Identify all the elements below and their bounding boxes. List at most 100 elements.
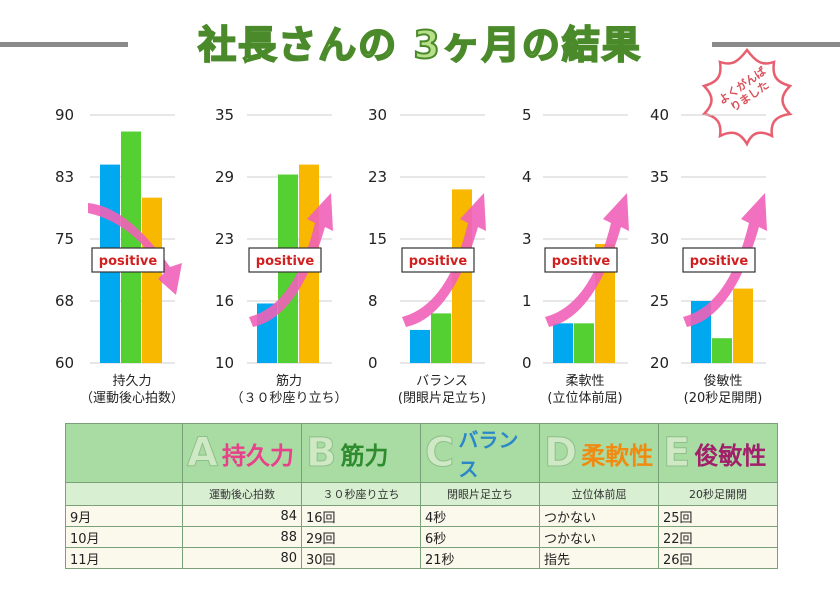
positive-badge xyxy=(91,247,165,273)
tick-label: 4 xyxy=(522,168,532,186)
value-cell: つかない xyxy=(539,526,659,548)
chart-subtitle: (20秒足開閉) xyxy=(684,391,763,406)
value-cell: 30回 xyxy=(301,547,421,569)
tick-label: 30 xyxy=(650,230,669,248)
tick-label: 40 xyxy=(650,106,669,124)
header-letter: E xyxy=(662,430,691,477)
tick-label: 23 xyxy=(368,168,387,186)
header-letter: A xyxy=(187,430,219,477)
tick-label: 90 xyxy=(55,106,74,124)
chart-4: 5 4 3 1 0 positive 柔軟性(立位体前屈) xyxy=(522,106,629,406)
tick-label: 25 xyxy=(650,292,669,310)
table-row: 11月 80 30回 21秒 指先 26回 xyxy=(65,547,778,569)
header-letter: C xyxy=(424,430,455,477)
tick-label: 0 xyxy=(522,354,532,372)
bar xyxy=(410,329,430,363)
bar xyxy=(142,197,162,363)
chart-title: 俊敏性 xyxy=(703,374,742,389)
tick-label: 3 xyxy=(522,230,532,248)
title-rule-left xyxy=(0,42,128,47)
tick-label: 60 xyxy=(55,354,74,372)
value-cell: 22回 xyxy=(658,526,778,548)
trend-arrow xyxy=(249,193,333,327)
chart-subtitle: （３０秒座り立ち） xyxy=(230,391,347,406)
chart-subtitle: （運動後心拍数） xyxy=(80,391,184,406)
charts-area: 9083756860positive持久力（運動後心拍数）3529231610p… xyxy=(55,106,767,406)
value-cell: 84 xyxy=(182,505,302,527)
bar xyxy=(121,131,141,363)
tick-label: 5 xyxy=(522,106,532,124)
positive-badge xyxy=(401,247,475,273)
header-letter: D xyxy=(543,430,578,477)
value-cell: 4秒 xyxy=(420,505,540,527)
tick-label: 16 xyxy=(215,292,234,310)
value-cell: 指先 xyxy=(539,547,659,569)
trend-arrow xyxy=(88,203,182,295)
tick-label: 8 xyxy=(368,292,378,310)
month-cell: 10月 xyxy=(65,526,183,548)
tick-label: 75 xyxy=(55,230,74,248)
tick-label: 15 xyxy=(368,230,387,248)
bar xyxy=(553,323,573,363)
month-cell: 11月 xyxy=(65,547,183,569)
value-cell: 80 xyxy=(182,547,302,569)
positive-badge-label: positive xyxy=(552,254,611,269)
trend-arrow xyxy=(402,193,486,327)
title-rule-right xyxy=(712,42,840,47)
header-d: D 柔軟性 xyxy=(539,423,659,483)
page-title: 社長さんの 3ヶ月の結果 xyxy=(197,22,642,68)
value-cell: つかない xyxy=(539,505,659,527)
positive-badge-label: positive xyxy=(690,254,749,269)
trend-arrow xyxy=(683,193,767,327)
table-corner xyxy=(65,423,183,483)
tick-label: 20 xyxy=(650,354,669,372)
sub-label: ３０秒座り立ち xyxy=(301,482,421,506)
tick-label: 1 xyxy=(522,292,532,310)
header-label: 柔軟性 xyxy=(581,441,654,470)
value-cell: 21秒 xyxy=(420,547,540,569)
value-cell: 25回 xyxy=(658,505,778,527)
value-cell: 26回 xyxy=(658,547,778,569)
tick-label: 83 xyxy=(55,168,74,186)
tick-label: 23 xyxy=(215,230,234,248)
month-cell: 9月 xyxy=(65,505,183,527)
sub-label: 立位体前屈 xyxy=(539,482,659,506)
header-label: 持久力 xyxy=(221,441,294,470)
chart-subtitle: (閉眼片足立ち) xyxy=(398,391,486,406)
value-cell: 88 xyxy=(182,526,302,548)
chart-5: 40 35 30 25 20 positive 俊敏性 (20秒足開閉) xyxy=(650,106,767,406)
header-label: 俊敏性 xyxy=(694,441,767,470)
sub-label: 運動後心拍数 xyxy=(182,482,302,506)
header-b: B 筋力 xyxy=(301,423,421,483)
positive-badge xyxy=(682,247,756,273)
sub-label: 20秒足開閉 xyxy=(658,482,778,506)
sub-corner xyxy=(65,482,183,506)
bar xyxy=(712,338,732,363)
positive-badge-label: positive xyxy=(256,254,315,269)
bar xyxy=(431,313,451,363)
bar xyxy=(574,323,594,363)
table-row: 9月 84 16回 4秒 つかない 25回 xyxy=(65,505,778,527)
tick-label: 0 xyxy=(368,354,378,372)
trend-arrow xyxy=(545,193,629,327)
bar xyxy=(733,288,753,363)
header-a: A 持久力 xyxy=(182,423,302,483)
results-table: A 持久力 B 筋力 C バランス D 柔軟性 E 俊敏性 運動後心拍数 ３０秒座り立ち … xyxy=(65,423,778,569)
chart-subtitle: (立位体前屈) xyxy=(547,390,622,406)
header-label: 筋力 xyxy=(340,441,389,470)
sub-label: 閉眼片足立ち xyxy=(420,482,540,506)
chart-3: 30 23 15 8 0 positive バランス (閉眼片足立ち) xyxy=(368,106,486,406)
chart-title: 柔軟性 xyxy=(565,373,604,389)
chart-title: 持久力 xyxy=(112,374,151,389)
chart-1: 90 83 75 68 60 positive 持久力 （運動後心拍数） xyxy=(55,106,184,406)
tick-label: 35 xyxy=(650,168,669,186)
header-c: C バランス xyxy=(420,423,540,483)
value-cell: 6秒 xyxy=(420,526,540,548)
header-label: バランス xyxy=(458,428,519,481)
header-e: E 俊敏性 xyxy=(658,423,778,483)
positive-badge xyxy=(248,247,322,273)
value-cell: 29回 xyxy=(301,526,421,548)
chart-title: 筋力 xyxy=(276,373,302,389)
positive-badge-label: positive xyxy=(409,254,468,269)
positive-badge xyxy=(544,247,618,273)
